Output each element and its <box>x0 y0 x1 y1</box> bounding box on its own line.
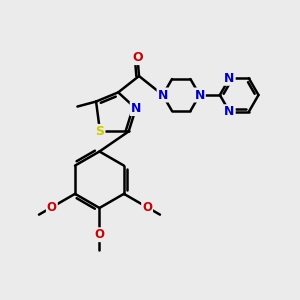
Text: O: O <box>47 201 57 214</box>
Text: N: N <box>224 105 235 118</box>
Text: N: N <box>194 88 205 101</box>
Text: N: N <box>224 72 235 85</box>
Text: N: N <box>158 88 168 101</box>
Text: S: S <box>95 125 104 138</box>
Text: O: O <box>94 228 104 241</box>
Text: O: O <box>142 201 152 214</box>
Text: O: O <box>132 51 143 64</box>
Text: N: N <box>131 102 141 115</box>
